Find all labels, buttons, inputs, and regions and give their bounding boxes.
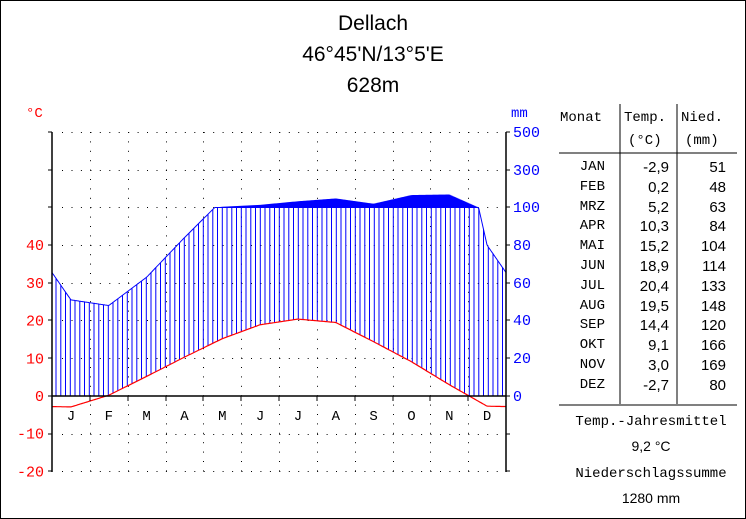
right-tick-label: 100 <box>513 200 540 217</box>
precipitation-line <box>51 207 507 306</box>
row-precip: 133 <box>700 277 726 295</box>
annual-precip-value: 1280 mm <box>621 490 681 506</box>
row-precip: 63 <box>709 198 726 216</box>
row-temp: 3,0 <box>648 357 669 374</box>
row-month: AUG <box>579 297 605 314</box>
annual-temp-label: Temp.-Jahresmittel <box>575 414 727 430</box>
left-tick-label: 20 <box>26 314 44 331</box>
month-label: M <box>142 409 150 425</box>
row-month: DEZ <box>579 376 605 393</box>
row-precip: 169 <box>700 357 726 374</box>
right-axis-unit: mm <box>511 106 528 122</box>
row-month: FEB <box>579 178 605 195</box>
right-tick-label: 0 <box>513 389 522 406</box>
table-header-temp: Temp. <box>624 110 667 126</box>
month-label: J <box>256 409 264 425</box>
row-temp: -2,7 <box>643 376 669 394</box>
row-precip: 148 <box>700 297 726 315</box>
left-tick-label: 30 <box>26 276 44 293</box>
row-month: MAI <box>579 238 605 255</box>
right-tick-label: 300 <box>513 163 540 180</box>
table-header-month: Monat <box>560 110 603 126</box>
annual-precip-label: Niederschlagssumme <box>575 466 727 482</box>
left-axis-labels: 40 30 20 10 0 -10 -20 <box>17 238 44 481</box>
month-label: J <box>294 409 302 425</box>
left-tick-label: 10 <box>26 351 44 368</box>
row-precip: 114 <box>702 258 726 275</box>
right-tick-label: 80 <box>513 238 531 255</box>
month-label: S <box>369 409 377 425</box>
row-month: SEP <box>579 317 605 334</box>
left-axis-unit: °C <box>26 106 43 122</box>
perhumid-fill <box>215 194 479 208</box>
left-tick-label: 40 <box>26 238 44 255</box>
row-month: NOV <box>579 357 605 373</box>
row-temp: 19,5 <box>639 297 669 315</box>
station-elevation: 628m <box>346 74 400 97</box>
month-label: N <box>445 409 453 425</box>
row-temp: 20,4 <box>639 277 669 295</box>
left-tick-label: -10 <box>17 427 44 444</box>
left-tick-label: -20 <box>17 464 44 481</box>
row-temp: -2,9 <box>643 159 669 176</box>
month-label: M <box>218 409 226 425</box>
row-precip: 166 <box>700 337 726 355</box>
month-label: A <box>332 409 341 425</box>
right-tick-label: 500 <box>513 125 540 142</box>
row-month: APR <box>579 218 605 235</box>
annual-temp-value: 9,2 °C <box>631 438 671 454</box>
row-month: JUN <box>579 258 605 274</box>
table-header-precip-unit: (mm) <box>685 133 719 149</box>
table-header-precip: Nied. <box>681 110 724 126</box>
station-coordinates: 46°45'N/13°5'E <box>302 43 444 66</box>
row-temp: 18,9 <box>639 258 669 275</box>
table-header-temp-unit: (°C) <box>628 133 662 149</box>
row-precip: 120 <box>700 317 726 335</box>
right-tick-label: 40 <box>513 313 531 330</box>
month-label: A <box>180 409 189 425</box>
left-tick-label: 0 <box>35 389 44 406</box>
chart-axes <box>48 131 510 472</box>
row-precip: 104 <box>700 238 726 256</box>
row-month: JAN <box>579 159 605 175</box>
row-precip: 48 <box>709 178 726 196</box>
row-precip: 80 <box>709 376 726 394</box>
month-label: D <box>483 409 491 425</box>
row-temp: 0,2 <box>648 178 669 196</box>
row-precip: 51 <box>709 159 726 176</box>
right-tick-label: 60 <box>513 276 531 293</box>
row-temp: 5,2 <box>648 198 669 216</box>
month-label: J <box>67 409 75 425</box>
row-temp: 10,3 <box>639 218 669 236</box>
row-month: JUL <box>579 277 605 294</box>
humid-hatching <box>55 207 503 396</box>
row-temp: 9,1 <box>648 337 669 355</box>
row-precip: 84 <box>709 218 726 236</box>
row-month: MRZ <box>579 198 605 215</box>
month-label: F <box>105 409 113 425</box>
station-name: Dellach <box>337 12 409 35</box>
temperature-line <box>52 318 507 408</box>
row-temp: 15,2 <box>639 238 669 256</box>
right-tick-label: 20 <box>513 351 531 368</box>
row-month: OKT <box>579 337 605 354</box>
month-label: O <box>407 409 415 425</box>
right-axis-labels: 500 300 100 80 60 40 20 0 <box>513 125 540 406</box>
row-temp: 14,4 <box>639 317 669 335</box>
